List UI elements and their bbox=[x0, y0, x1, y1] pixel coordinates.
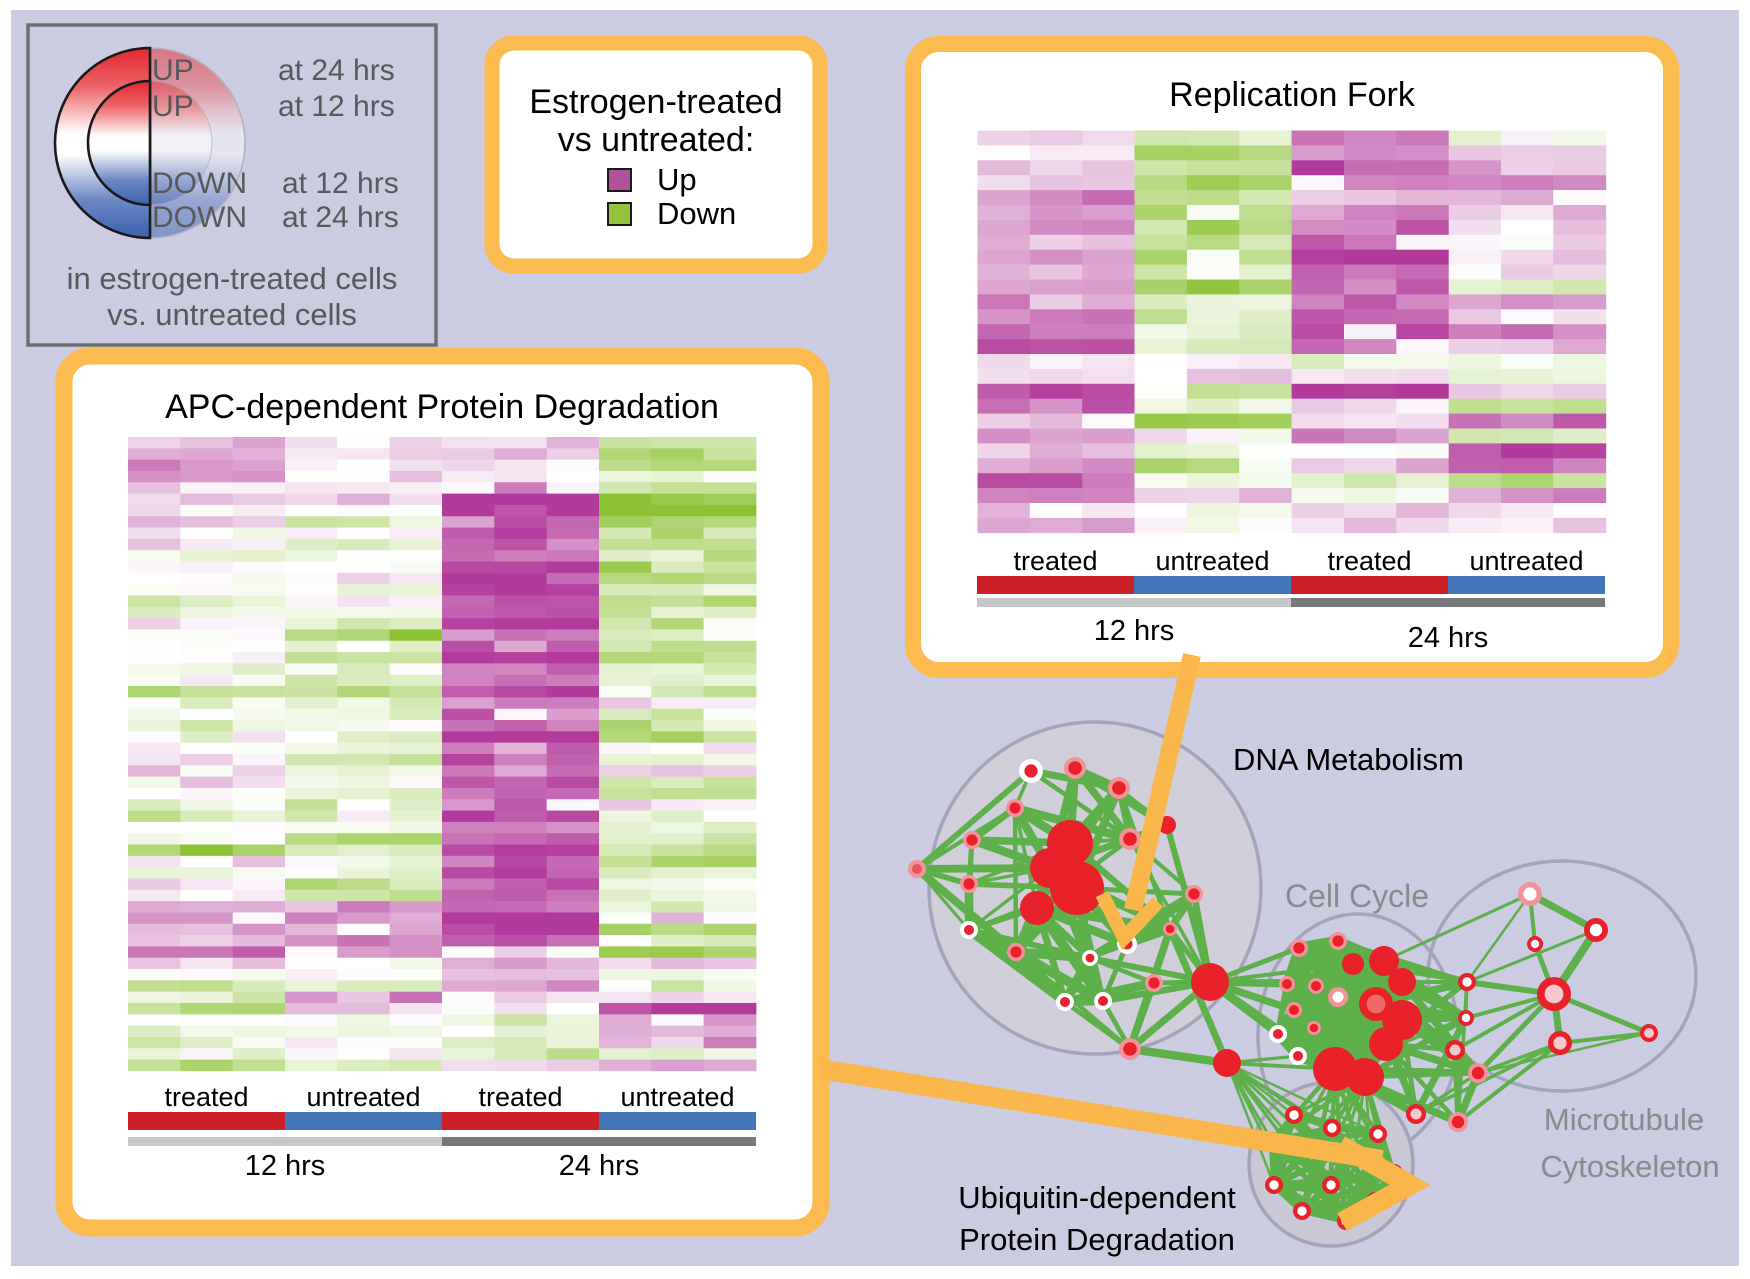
svg-text:treated: treated bbox=[1327, 546, 1411, 576]
svg-text:at 12 hrs: at 12 hrs bbox=[278, 90, 395, 123]
svg-text:Down: Down bbox=[657, 196, 736, 231]
svg-text:DOWN: DOWN bbox=[152, 167, 247, 200]
svg-text:12 hrs: 12 hrs bbox=[1094, 615, 1175, 647]
svg-text:DOWN: DOWN bbox=[152, 201, 247, 234]
svg-text:treated: treated bbox=[1013, 546, 1097, 576]
svg-text:Replication Fork: Replication Fork bbox=[1169, 76, 1416, 114]
svg-text:UP: UP bbox=[152, 90, 194, 123]
svg-text:Up: Up bbox=[657, 162, 697, 197]
svg-text:in estrogen-treated cells: in estrogen-treated cells bbox=[67, 261, 398, 296]
svg-text:Estrogen-treated: Estrogen-treated bbox=[529, 83, 782, 121]
svg-text:vs untreated:: vs untreated: bbox=[558, 121, 755, 159]
svg-text:untreated: untreated bbox=[620, 1082, 734, 1112]
svg-text:Ubiquitin-dependent: Ubiquitin-dependent bbox=[958, 1180, 1236, 1215]
svg-text:Protein Degradation: Protein Degradation bbox=[959, 1222, 1235, 1257]
svg-text:untreated: untreated bbox=[1155, 546, 1269, 576]
svg-text:12 hrs: 12 hrs bbox=[245, 1150, 326, 1182]
svg-text:24 hrs: 24 hrs bbox=[1408, 622, 1489, 654]
svg-text:Microtubule: Microtubule bbox=[1544, 1102, 1704, 1137]
svg-text:untreated: untreated bbox=[306, 1082, 420, 1112]
svg-text:24 hrs: 24 hrs bbox=[559, 1150, 640, 1182]
svg-text:Cytoskeleton: Cytoskeleton bbox=[1540, 1149, 1719, 1184]
svg-text:at 12 hrs: at 12 hrs bbox=[282, 167, 399, 200]
svg-text:untreated: untreated bbox=[1469, 546, 1583, 576]
svg-text:UP: UP bbox=[152, 54, 194, 87]
svg-text:Cell Cycle: Cell Cycle bbox=[1285, 878, 1429, 914]
svg-text:DNA Metabolism: DNA Metabolism bbox=[1233, 742, 1464, 777]
svg-text:APC-dependent Protein Degradat: APC-dependent Protein Degradation bbox=[165, 388, 719, 426]
svg-text:vs. untreated cells: vs. untreated cells bbox=[107, 297, 357, 332]
svg-text:treated: treated bbox=[164, 1082, 248, 1112]
svg-text:at 24 hrs: at 24 hrs bbox=[282, 201, 399, 234]
svg-text:at 24 hrs: at 24 hrs bbox=[278, 54, 395, 87]
svg-text:treated: treated bbox=[478, 1082, 562, 1112]
